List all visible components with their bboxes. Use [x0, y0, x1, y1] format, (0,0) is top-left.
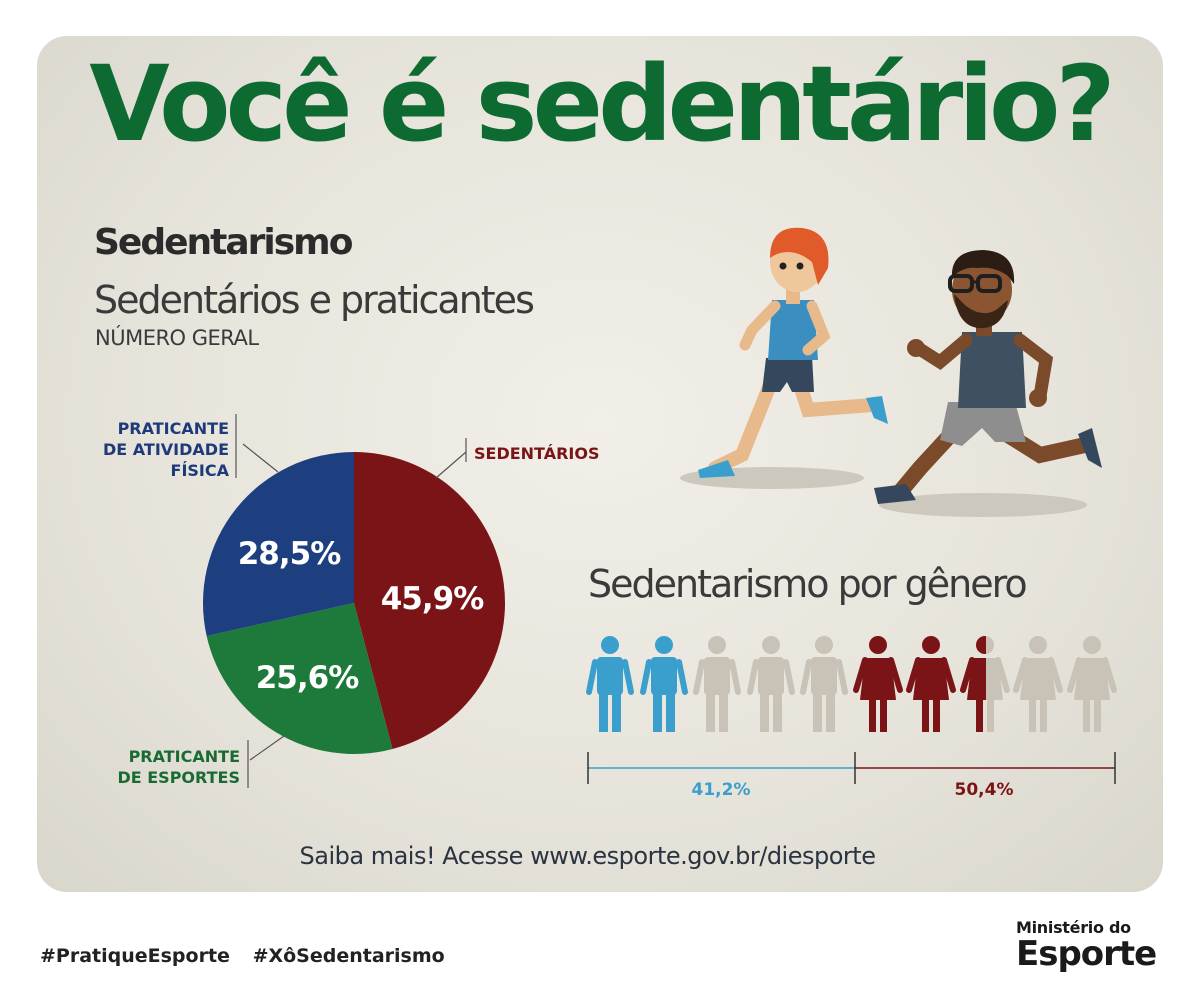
gender-pictogram [586, 636, 1117, 732]
pie-label-sedentarios: SEDENTÁRIOS [474, 444, 600, 463]
woman-icon [853, 636, 903, 732]
hashtags: #PratiqueEsporte #XôSedentarismo [40, 945, 461, 967]
section-title: Sedentarismo [94, 222, 353, 263]
leader-line-sedentarios-pointer [435, 451, 467, 479]
chart-title: Sedentários e praticantes [94, 278, 535, 322]
woman-icon [906, 636, 956, 732]
pie-value-sedentarios: 45,9% [381, 581, 484, 617]
man-runner-icon [874, 250, 1102, 504]
pie-value-esportes: 25,6% [256, 660, 359, 696]
women-percentage-label: 50,4% [955, 780, 1014, 800]
man-icon [693, 636, 741, 732]
men-percentage-label: 41,2% [692, 780, 751, 800]
woman-icon [1067, 636, 1117, 732]
runners-illustration [680, 227, 1102, 517]
logo-line-1: Ministério do [1016, 918, 1131, 937]
hashtag-xo-sedentarismo[interactable]: #XôSedentarismo [252, 945, 445, 967]
pie-label-atividade: PRATICANTE DE ATIVIDADE FÍSICA [103, 419, 230, 480]
pie-chart: 45,9% 25,6% 28,5% [203, 451, 505, 754]
pie-slice-sedentarios [354, 452, 505, 750]
headline: Você é sedentário? [89, 43, 1115, 165]
woman-icon-fill [960, 636, 986, 732]
pie-slice-esportes [206, 603, 393, 754]
woman-icon [1013, 636, 1063, 732]
pie-label-esportes: PRATICANTE DE ESPORTES [117, 747, 240, 787]
gender-chart-title: Sedentarismo por gênero [588, 562, 1028, 606]
gender-scale [587, 752, 1116, 784]
woman-runner-icon [698, 227, 888, 478]
logo-line-2: Esporte [1016, 934, 1157, 974]
pie-slice-atividade [203, 451, 354, 636]
man-icon [640, 636, 688, 732]
woman-icon-partial [960, 636, 986, 732]
pie-value-atividade: 28,5% [238, 536, 341, 572]
man-icon [586, 636, 634, 732]
man-icon [747, 636, 795, 732]
more-info-link[interactable]: Saiba mais! Acesse www.esporte.gov.br/di… [299, 842, 876, 870]
man-icon [800, 636, 848, 732]
runner-shadow [879, 493, 1087, 517]
leader-lines [235, 414, 467, 788]
hashtag-pratique-esporte[interactable]: #PratiqueEsporte [40, 945, 230, 967]
leader-line-atividade-pointer [242, 443, 279, 473]
chart-subtitle: NÚMERO GERAL [95, 326, 259, 350]
leader-line-esportes-pointer [249, 735, 285, 761]
ministerio-logo: Ministério do Esporte [1016, 918, 1157, 974]
pie-slice-labels: SEDENTÁRIOS PRATICANTE DE ESPORTES PRATICAN… [103, 419, 600, 787]
infographic-card [37, 36, 1163, 892]
